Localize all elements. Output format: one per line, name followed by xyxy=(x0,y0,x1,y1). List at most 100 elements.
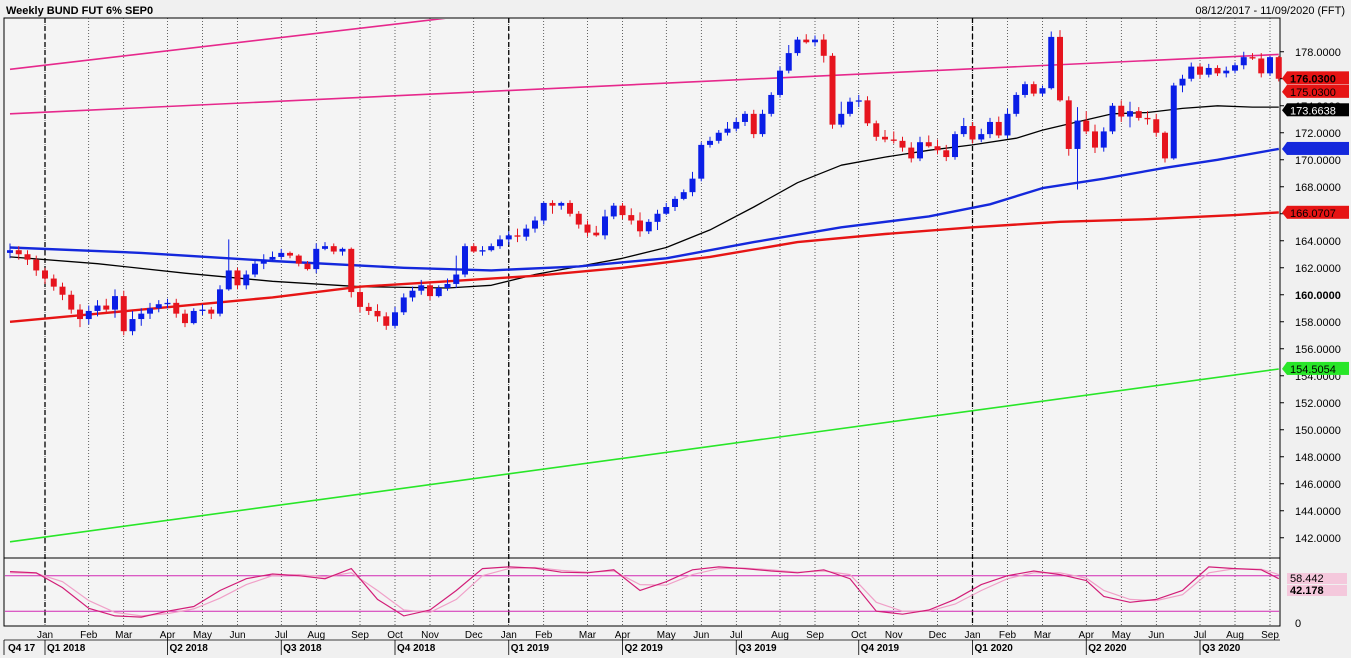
candle xyxy=(899,136,906,152)
candle-body xyxy=(15,250,22,255)
candle xyxy=(462,243,468,278)
candle xyxy=(829,53,836,129)
month-tick-label: Apr xyxy=(1078,630,1094,641)
candle-body xyxy=(120,296,127,332)
price-tag-pointer xyxy=(1282,71,1287,85)
candle xyxy=(348,247,355,298)
candle xyxy=(820,34,827,63)
candle xyxy=(129,310,136,336)
price-tick-label: 142.0000 xyxy=(1295,533,1341,545)
month-tick-label: Oct xyxy=(387,630,403,641)
candle-body xyxy=(1048,36,1055,89)
month-tick-label: May xyxy=(1112,630,1131,641)
candle-body xyxy=(785,53,792,71)
price-tick-label: 164.0000 xyxy=(1295,236,1341,248)
candle xyxy=(1004,108,1011,139)
candle-body xyxy=(103,305,110,310)
candle xyxy=(715,130,722,144)
candle xyxy=(1144,111,1151,125)
candle xyxy=(733,117,740,132)
candle xyxy=(383,312,390,330)
month-tick-label: Sep xyxy=(806,630,824,641)
candle-body xyxy=(444,283,451,288)
candle-body xyxy=(304,263,311,270)
price-panel[interactable] xyxy=(3,17,1281,559)
oscillator-readout-value: 58.442 xyxy=(1290,573,1324,585)
candle-body xyxy=(348,248,355,293)
candle xyxy=(103,298,110,314)
candle xyxy=(952,131,958,160)
candle xyxy=(1092,124,1098,153)
price-tick-label: 178.0000 xyxy=(1295,47,1341,59)
candle-body xyxy=(225,270,232,290)
candle-body xyxy=(85,310,92,320)
oscillator-readout-bg xyxy=(1287,585,1347,596)
candle-body xyxy=(1267,57,1273,74)
candle xyxy=(785,45,792,74)
candle-body xyxy=(435,288,442,297)
candle-body xyxy=(987,121,993,135)
month-tick-label: Feb xyxy=(999,630,1017,641)
candle-body xyxy=(575,213,582,225)
candle xyxy=(225,239,232,291)
candle-body xyxy=(610,205,617,217)
candle-body xyxy=(532,220,538,229)
candle xyxy=(182,309,188,328)
month-tick-label: Jul xyxy=(730,630,743,641)
candle-body xyxy=(129,319,136,332)
candle-body xyxy=(1030,84,1037,94)
price-tag-bg xyxy=(1287,71,1349,85)
candle-body xyxy=(383,316,390,326)
candle xyxy=(147,302,153,320)
month-tick-label: Aug xyxy=(307,630,325,641)
date-range: 08/12/2017 - 11/09/2020 (FFT) xyxy=(1195,5,1345,17)
month-tick-label: Jan xyxy=(501,630,517,641)
candle-body xyxy=(777,70,783,95)
candle-body xyxy=(803,39,810,43)
candle xyxy=(532,216,538,233)
candle-body xyxy=(663,207,670,214)
candle-body xyxy=(1127,111,1133,117)
candle-body xyxy=(155,304,162,309)
candle xyxy=(322,242,328,251)
candle-body xyxy=(392,312,398,326)
candle-body xyxy=(680,192,687,199)
candle-body xyxy=(94,305,101,311)
candle xyxy=(24,250,31,266)
candle xyxy=(112,289,118,318)
price-tag-value: 176.0300 xyxy=(1290,73,1336,85)
candle-body xyxy=(234,270,241,286)
month-tick-label: Dec xyxy=(929,630,947,641)
candle xyxy=(698,142,705,182)
candle xyxy=(497,235,503,249)
candle-body xyxy=(427,285,433,297)
candle xyxy=(689,171,696,197)
trend-line xyxy=(9,53,1279,115)
month-tick-label: Jun xyxy=(1148,630,1164,641)
candle xyxy=(234,267,241,290)
price-tag-value: 175.0300 xyxy=(1290,87,1336,99)
price-tag-value: 173.6638 xyxy=(1290,105,1336,117)
candle-body xyxy=(1039,88,1046,94)
candle xyxy=(1135,107,1142,121)
candle-body xyxy=(619,205,626,216)
candle xyxy=(847,97,853,117)
candle-body xyxy=(505,235,512,240)
candle xyxy=(287,251,293,259)
candle xyxy=(1170,82,1177,160)
candle-body xyxy=(672,198,678,207)
candle-body xyxy=(488,246,495,251)
candle-body xyxy=(654,213,661,222)
candle xyxy=(339,247,346,256)
month-tick-label: Apr xyxy=(615,630,631,641)
quarter-tick-label: Q3 2020 xyxy=(1202,643,1241,654)
oscillator-panel[interactable] xyxy=(3,557,1281,627)
price-tick-label: 150.0000 xyxy=(1295,425,1341,437)
candle-body xyxy=(470,246,477,252)
oscillator-lines xyxy=(5,566,1279,618)
candle xyxy=(987,117,993,139)
candle-body xyxy=(278,252,285,257)
candle-body xyxy=(322,246,328,249)
